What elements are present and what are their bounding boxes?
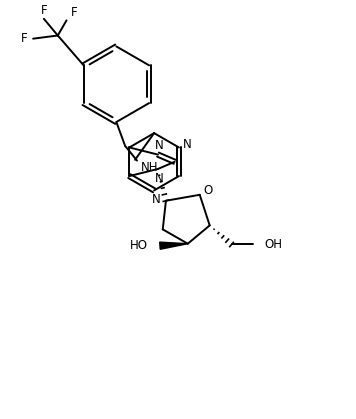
Polygon shape: [160, 242, 188, 249]
Text: OH: OH: [265, 238, 283, 251]
Text: N: N: [155, 172, 163, 185]
Text: HO: HO: [130, 239, 148, 252]
Text: NH: NH: [141, 161, 158, 174]
Text: F: F: [41, 3, 47, 16]
Text: N: N: [152, 193, 161, 206]
Text: F: F: [70, 6, 77, 19]
Text: F: F: [21, 32, 28, 45]
Text: O: O: [204, 184, 213, 197]
Text: N: N: [183, 138, 191, 151]
Text: N: N: [155, 139, 163, 152]
